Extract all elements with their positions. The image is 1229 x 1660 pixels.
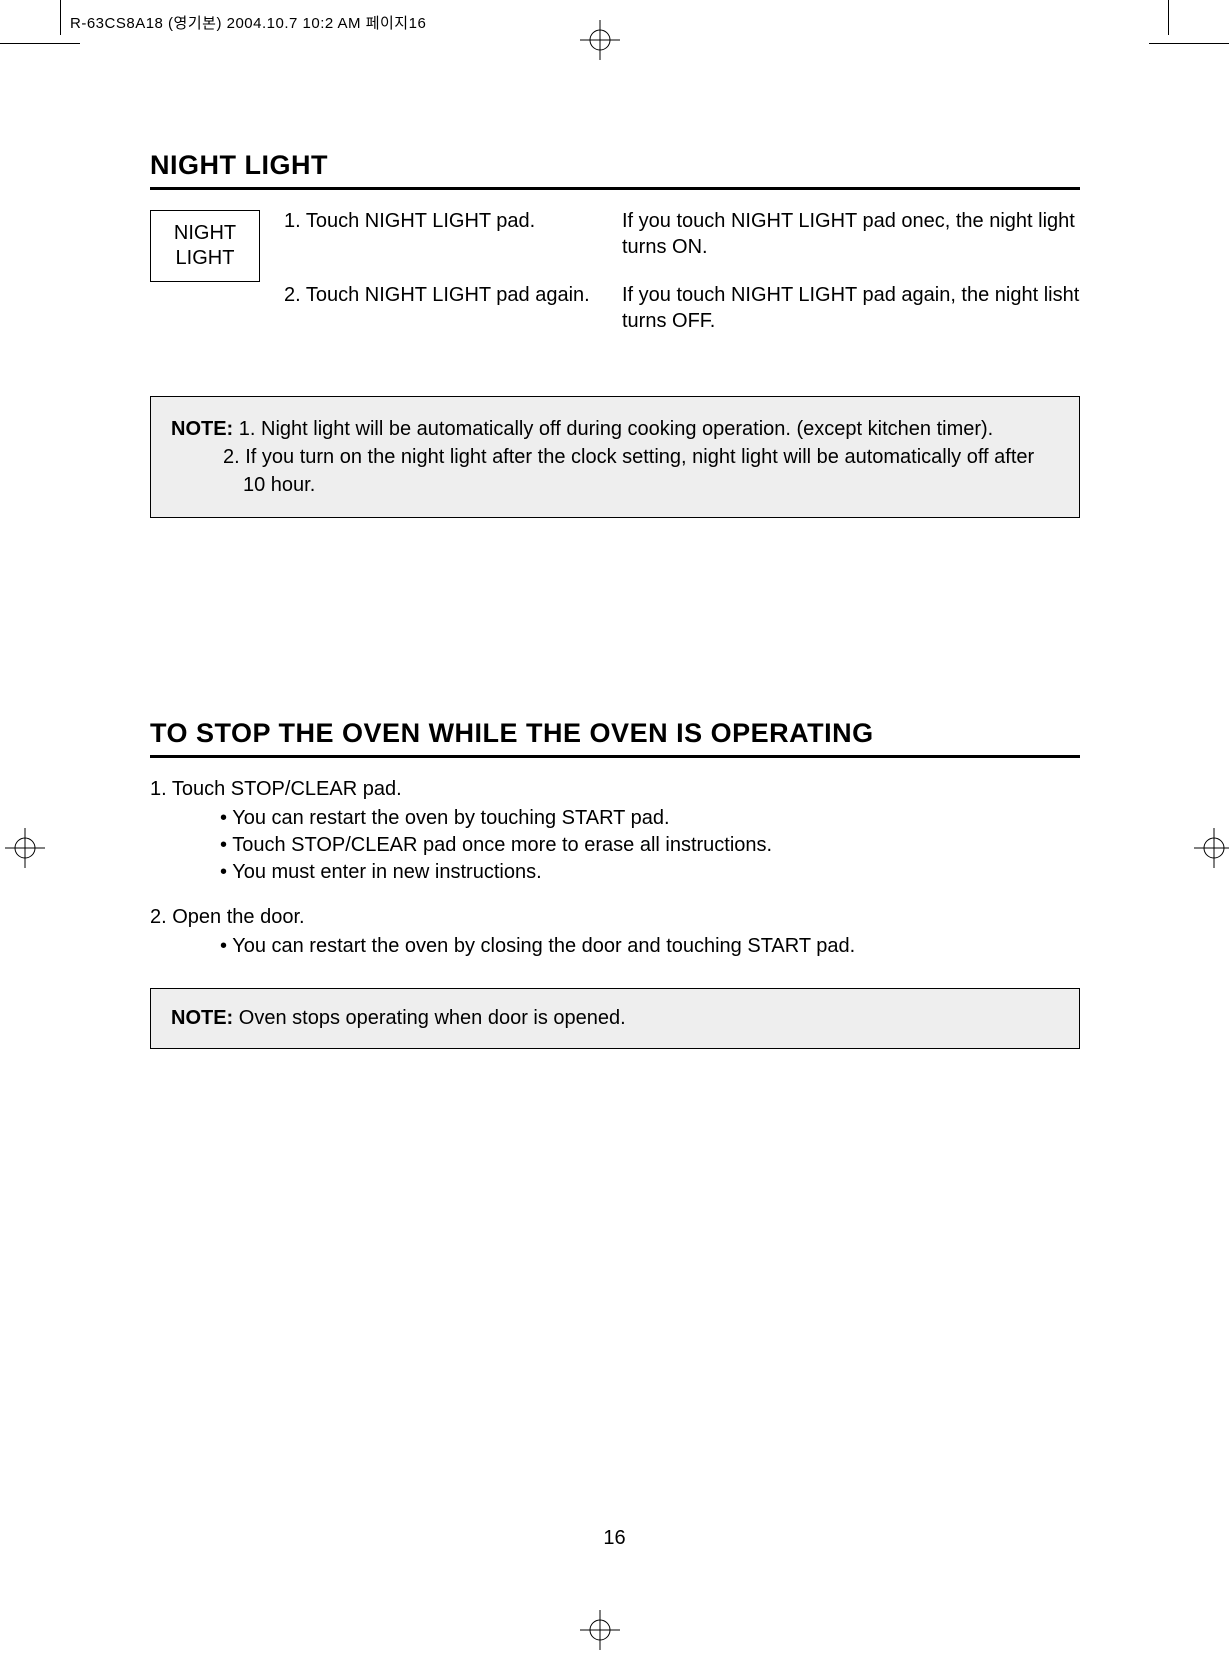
note-text: 1. Night light will be automatically off… (239, 418, 993, 440)
note-text: 2. If you turn on the night light after … (171, 443, 1059, 499)
step-row: 2. Touch NIGHT LIGHT pad again. If you t… (280, 282, 1080, 334)
bullet-item: • You can restart the oven by closing th… (220, 933, 1080, 960)
registration-mark-icon (580, 1610, 610, 1640)
note-label: NOTE: (171, 418, 233, 440)
registration-mark-icon (580, 20, 610, 50)
steps-column: 1. Touch NIGHT LIGHT pad. If you touch N… (280, 208, 1080, 356)
bullet-item: • You can restart the oven by touching S… (220, 805, 1080, 832)
bullet-item: • You must enter in new instructions. (220, 859, 1080, 886)
bullet-list: • You can restart the oven by touching S… (150, 805, 1080, 886)
section-title-stop-oven: TO STOP THE OVEN WHILE THE OVEN IS OPERA… (150, 718, 1080, 758)
registration-mark-icon (1194, 828, 1224, 858)
night-light-pad-illustration: NIGHT LIGHT (150, 210, 260, 282)
crop-mark (1149, 43, 1229, 44)
page-body: NIGHT LIGHT NIGHT LIGHT 1. Touch NIGHT L… (150, 150, 1080, 1049)
bullet-item: • Touch STOP/CLEAR pad once more to eras… (220, 832, 1080, 859)
note-label: NOTE: (171, 1007, 233, 1029)
note-box-stop-oven: NOTE: Oven stops operating when door is … (150, 988, 1080, 1049)
button-label-line2: LIGHT (157, 246, 253, 271)
night-light-instructions: NIGHT LIGHT 1. Touch NIGHT LIGHT pad. If… (150, 208, 1080, 356)
section-stop-oven: TO STOP THE OVEN WHILE THE OVEN IS OPERA… (150, 718, 1080, 1049)
step-result: If you touch NIGHT LIGHT pad again, the … (622, 282, 1080, 334)
list-item: 2. Open the door. (150, 904, 1080, 931)
bullet-list: • You can restart the oven by closing th… (150, 933, 1080, 960)
step-action: 1. Touch NIGHT LIGHT pad. (302, 208, 592, 260)
button-label-line1: NIGHT (157, 221, 253, 246)
step-action: 2. Touch NIGHT LIGHT pad again. (302, 282, 592, 334)
crop-mark (60, 0, 61, 35)
crop-mark (0, 43, 80, 44)
page-number: 16 (0, 1527, 1229, 1550)
registration-mark-icon (5, 828, 35, 858)
note-text: Oven stops operating when door is opened… (233, 1007, 625, 1029)
note-box-night-light: NOTE: 1. Night light will be automatical… (150, 396, 1080, 518)
step-result: If you touch NIGHT LIGHT pad onec, the n… (622, 208, 1080, 260)
section-title-night-light: NIGHT LIGHT (150, 150, 1080, 190)
step-row: 1. Touch NIGHT LIGHT pad. If you touch N… (280, 208, 1080, 260)
crop-mark (1168, 0, 1169, 35)
list-item: 1. Touch STOP/CLEAR pad. (150, 776, 1080, 803)
document-header-info: R-63CS8A18 (영기본) 2004.10.7 10:2 AM 페이지16 (70, 12, 426, 33)
